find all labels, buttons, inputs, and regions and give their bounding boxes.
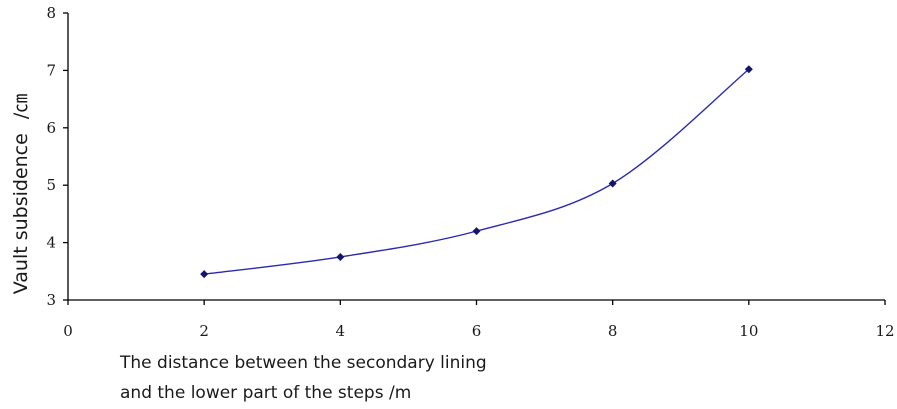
y-axis-ticks: 3 4 5 6 7 8: [46, 4, 68, 309]
x-tick-label: 4: [336, 322, 346, 340]
axes: 3 4 5 6 7 8 0 2 4 6 8 10 12: [46, 4, 894, 340]
data-point-marker: [744, 65, 753, 74]
series-line: [204, 68, 750, 275]
x-tick-label: 8: [608, 322, 618, 340]
x-tick-label: 0: [63, 322, 73, 340]
y-tick-label: 8: [46, 4, 56, 22]
data-point-marker: [608, 179, 617, 188]
x-axis-label-line-2: and the lower part of the steps /m: [120, 383, 411, 403]
x-tick-label: 10: [739, 322, 758, 340]
y-axis-label: Vault subsidence /㎝: [10, 94, 32, 295]
x-tick-label: 2: [199, 322, 209, 340]
y-tick-label: 6: [46, 119, 56, 137]
x-tick-label: 12: [875, 322, 894, 340]
y-axis-label-main: Vault subsidence: [10, 133, 32, 294]
x-axis-ticks: 0 2 4 6 8 10 12: [63, 300, 895, 340]
y-tick-label: 7: [46, 61, 56, 79]
data-point-marker: [472, 227, 481, 236]
data-point-marker: [200, 270, 209, 279]
y-tick-label: 4: [46, 234, 56, 252]
y-tick-label: 5: [46, 176, 56, 194]
series-layer: [200, 65, 753, 279]
y-tick-label: 3: [46, 291, 56, 309]
x-tick-label: 6: [472, 322, 482, 340]
x-axis-label-line-1: The distance between the secondary linin…: [119, 353, 487, 373]
data-point-marker: [336, 252, 345, 261]
y-axis-label-unit: /㎝: [10, 94, 32, 119]
